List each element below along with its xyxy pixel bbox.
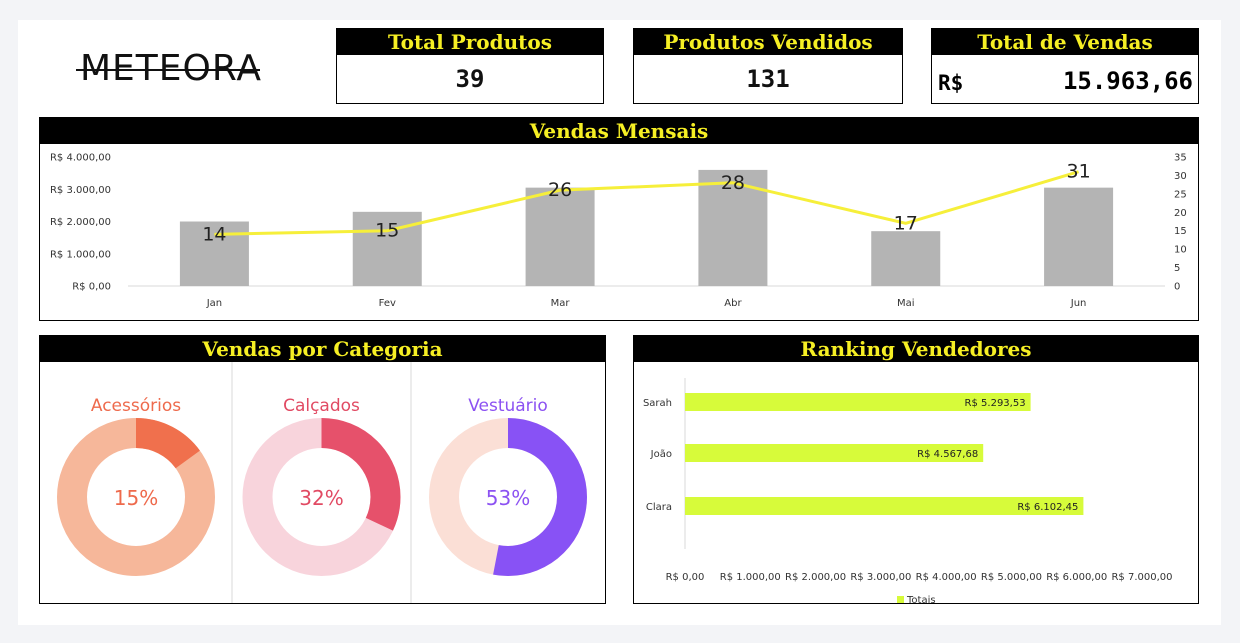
x-tick-label: Fev [379, 298, 396, 309]
ranking-data-label: R$ 5.293,53 [965, 398, 1026, 409]
bar-vendas-jan [179, 221, 249, 286]
donut-value-acessorios [57, 418, 215, 576]
ranking-vendedores-chart: Sarah R$ 5.293,53 João R$ 4.567,68 Clara R$ 6… [643, 378, 1173, 603]
line-data-label: 14 [202, 223, 226, 245]
legend-swatch-totais [897, 596, 904, 603]
vendas-mensais-title: Vendas Mensais [40, 118, 1198, 144]
x-tick-label: R$ 2.000,00 [785, 572, 846, 583]
donut-value-vestuario [429, 418, 587, 576]
x-tick-label: R$ 0,00 [666, 572, 705, 583]
line-data-label: 26 [548, 179, 572, 201]
x-tick-label: Mai [897, 298, 915, 309]
x-tick-label: R$ 4.000,00 [916, 572, 977, 583]
ranking-data-label: R$ 6.102,45 [1017, 502, 1078, 513]
y-right-tick-label: 25 [1174, 189, 1187, 200]
ranking-bar-2 [685, 497, 1084, 515]
ranking-data-label: R$ 4.567,68 [917, 449, 978, 460]
vendas-categoria-chart: Acessórios 15% Calçados 32% Vestuário 53% [57, 362, 587, 603]
kpi-total-vendas-value: 15.963,66 [1062, 67, 1193, 95]
panel-vendas-categoria: Vendas por Categoria Acessórios 15% Calçad… [39, 335, 606, 604]
line-produtos-vendidos [214, 170, 1080, 236]
kpi-produtos-vendidos-title: Produtos Vendidos [634, 29, 902, 55]
y-right-tick-label: 35 [1174, 153, 1187, 164]
y-left-tick-label: R$ 3.000,00 [50, 185, 111, 196]
x-tick-label: R$ 5.000,00 [981, 572, 1042, 583]
x-tick-label: R$ 1.000,00 [720, 572, 781, 583]
x-tick-label: Jan [206, 298, 222, 309]
legend-label-totais: Totais [906, 595, 936, 603]
ranking-bar-0 [685, 393, 1031, 411]
y-right-tick-label: 10 [1174, 245, 1187, 256]
y-right-tick-label: 5 [1174, 263, 1180, 274]
bar-vendas-jun [1044, 187, 1114, 286]
line-data-label: 28 [721, 172, 745, 194]
bar-vendas-mai [871, 231, 941, 286]
y-left-tick-label: R$ 0,00 [72, 282, 111, 293]
kpi-total-produtos-value: 39 [455, 65, 485, 93]
bar-vendas-mar [525, 187, 595, 286]
ranking-category-label: Sarah [643, 398, 672, 409]
vendas-categoria-title: Vendas por Categoria [40, 336, 605, 362]
panel-ranking-vendedores: Ranking Vendedores Sarah R$ 5.293,53 João R… [633, 335, 1199, 604]
y-left-tick-label: R$ 1.000,00 [50, 249, 111, 260]
ranking-bar-1 [685, 444, 984, 462]
kpi-total-produtos-title: Total Produtos [337, 29, 603, 55]
line-data-label: 17 [894, 212, 918, 234]
vendas-mensais-chart: R$ 0,00 R$ 1.000,00 R$ 2.000,00 R$ 3.000,00… [50, 153, 1187, 310]
x-tick-label: R$ 3.000,00 [850, 572, 911, 583]
x-tick-label: R$ 6.000,00 [1046, 572, 1107, 583]
kpi-produtos-vendidos: Produtos Vendidos 131 [633, 28, 903, 104]
donut-title-acessorios: Acessórios [91, 396, 181, 416]
kpi-total-vendas-currency: R$ [938, 71, 964, 95]
line-data-label: 31 [1066, 161, 1090, 183]
donut-title-calcados: Calçados [283, 396, 360, 416]
donut-percent-vestuario: 53% [486, 486, 530, 510]
panel-vendas-mensais: Vendas Mensais R$ 0,00 R$ 1.000,00 R$ 2.00… [39, 117, 1199, 321]
line-data-label: 15 [375, 220, 399, 242]
donut-percent-calcados: 32% [299, 486, 343, 510]
donut-value-calcados [242, 418, 401, 576]
x-tick-label: R$ 7.000,00 [1111, 572, 1172, 583]
y-right-tick-label: 15 [1174, 226, 1187, 237]
x-tick-label: Mar [551, 298, 571, 309]
x-tick-label: Abr [724, 298, 742, 309]
kpi-produtos-vendidos-value: 131 [746, 65, 790, 93]
ranking-category-label: Clara [646, 502, 672, 513]
x-tick-label: Jun [1070, 298, 1087, 309]
donut-title-vestuario: Vestuário [468, 396, 548, 416]
y-left-tick-label: R$ 2.000,00 [50, 217, 111, 228]
kpi-total-vendas: Total de Vendas R$ 15.963,66 [931, 28, 1199, 104]
ranking-vendedores-title: Ranking Vendedores [634, 336, 1198, 362]
y-left-tick-label: R$ 4.000,00 [50, 153, 111, 164]
kpi-total-produtos: Total Produtos 39 [336, 28, 604, 104]
y-right-tick-label: 0 [1174, 282, 1180, 293]
y-right-tick-label: 30 [1174, 171, 1187, 182]
donut-percent-acessorios: 15% [114, 486, 158, 510]
logo-strike-line [76, 69, 260, 71]
brand-logo: METEORA [80, 48, 263, 89]
kpi-total-vendas-title: Total de Vendas [932, 29, 1198, 55]
y-right-tick-label: 20 [1174, 208, 1187, 219]
ranking-category-label: João [650, 449, 672, 460]
